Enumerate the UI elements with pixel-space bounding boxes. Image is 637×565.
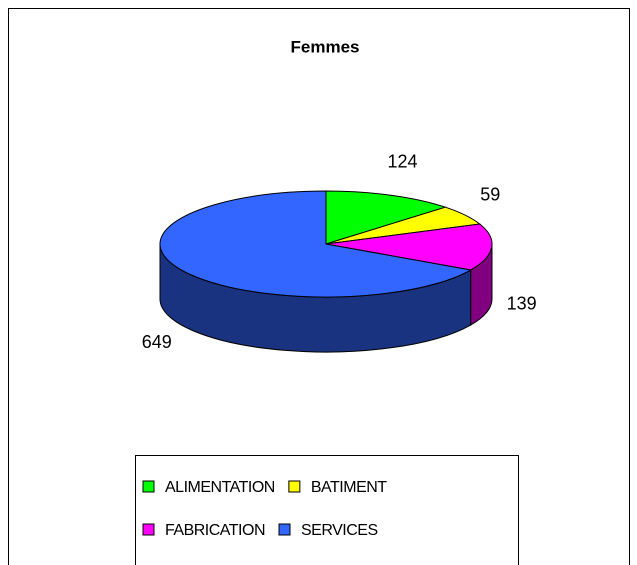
legend-swatch [278,523,291,536]
legend-swatch [142,523,155,536]
data-label: 124 [388,152,418,172]
slice [325,223,493,271]
legend-swatch [288,480,301,493]
slice [159,190,473,298]
data-label: 59 [480,185,500,205]
legend-label: FABRICATION [165,522,265,539]
legend-label: BATIMENT [311,479,387,496]
data-label: 649 [142,332,172,352]
slice [325,190,448,245]
legend-label: SERVICES [301,522,378,539]
chart-title: Femmes [291,37,360,56]
legend-swatch [142,480,155,493]
legend-box [135,455,519,565]
data-label: 139 [507,293,537,313]
legend-label: ALIMENTATION [165,479,275,496]
